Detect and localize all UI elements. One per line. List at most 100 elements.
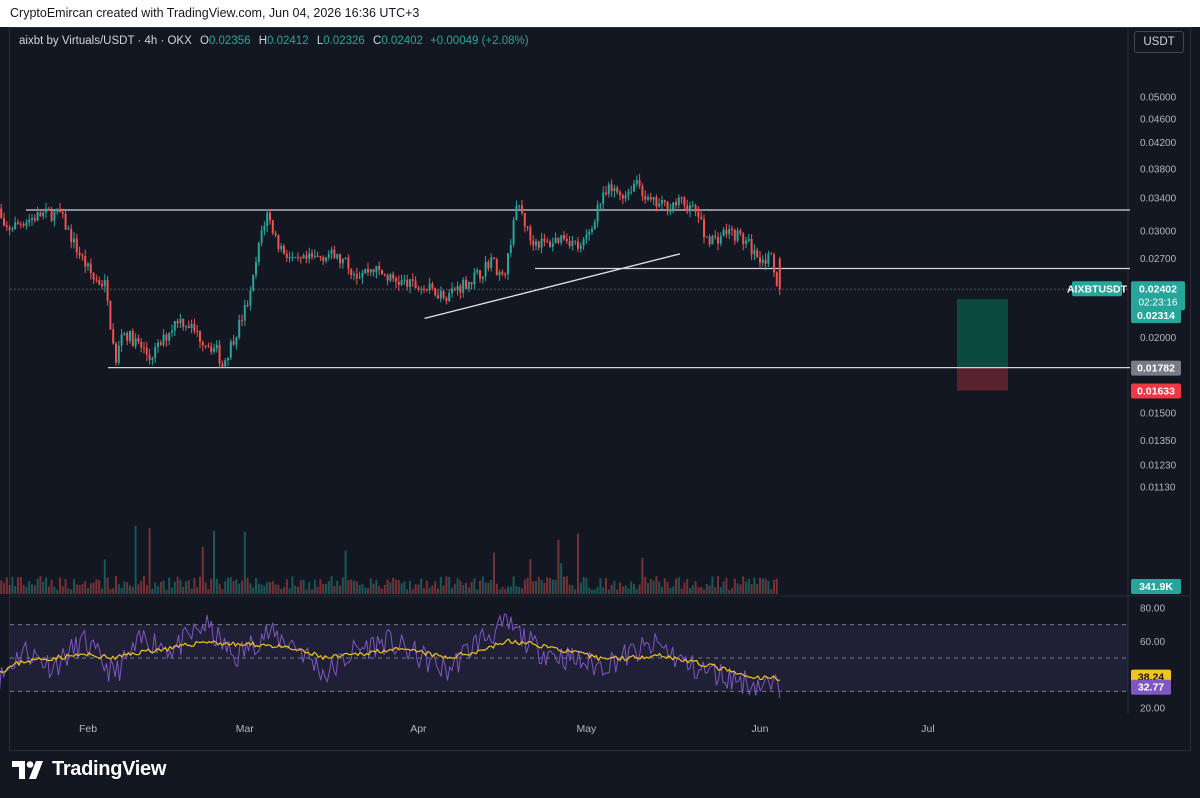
candle-body <box>42 212 45 217</box>
candle-body <box>451 288 453 294</box>
volume-bar <box>767 580 770 594</box>
candle-body <box>263 225 266 231</box>
candle-body <box>47 208 50 211</box>
candle-body <box>543 238 546 242</box>
volume-bar <box>207 589 210 594</box>
candle-body <box>294 257 297 259</box>
candle-body <box>218 344 221 364</box>
volume-bar <box>375 579 378 594</box>
candle-body <box>549 241 551 247</box>
candle-body <box>162 334 165 345</box>
candle-body <box>700 216 703 219</box>
volume-bar <box>73 579 75 594</box>
position-stop-zone <box>957 367 1008 391</box>
target-price-label-bg <box>1131 308 1181 324</box>
volume-bar <box>448 577 451 594</box>
candle-body <box>372 269 375 273</box>
volume-bar <box>25 586 28 594</box>
candle-body <box>557 237 560 243</box>
volume-bar <box>257 583 260 594</box>
candle-body <box>773 254 775 273</box>
candle-body <box>193 323 196 331</box>
volume-bar <box>3 582 5 594</box>
currency-button[interactable]: USDT <box>1134 31 1184 53</box>
volume-bar <box>635 589 638 594</box>
candle-body <box>285 253 288 258</box>
volume-bar <box>694 581 697 594</box>
candles-group <box>0 173 781 368</box>
candle-body <box>5 225 8 228</box>
volume-bar <box>532 581 535 594</box>
volume-bar <box>417 584 420 594</box>
volume-bar <box>770 589 773 594</box>
candle-body <box>173 320 176 331</box>
candle-body <box>736 230 739 241</box>
volume-bar <box>697 587 700 594</box>
volume-bar <box>221 589 224 594</box>
candle-body <box>677 197 680 206</box>
candle-body <box>347 257 350 270</box>
candle-body <box>585 234 588 240</box>
volume-bar <box>171 587 173 594</box>
candle-body <box>171 330 173 333</box>
candle-body <box>661 200 663 204</box>
candle-body <box>257 242 260 263</box>
volume-bar <box>775 578 778 594</box>
candle-body <box>224 360 227 367</box>
volume-bar <box>733 578 736 594</box>
candle-body <box>344 257 347 259</box>
candle-body <box>333 249 336 259</box>
volume-bar <box>196 587 199 594</box>
candle-body <box>669 209 672 212</box>
volume-bar <box>630 581 633 594</box>
volume-bar <box>423 588 425 594</box>
volume-bar <box>22 584 25 594</box>
candle-body <box>319 256 322 258</box>
volume-bar <box>327 581 330 594</box>
candle-body <box>221 363 224 367</box>
candle-body <box>3 218 5 226</box>
volume-bar <box>316 586 319 594</box>
candle-body <box>120 334 123 346</box>
candle-body <box>703 218 705 238</box>
candle-body <box>742 233 745 244</box>
y-tick-label: 0.02000 <box>1140 333 1177 344</box>
volume-bar <box>106 577 109 594</box>
volume-bar <box>535 580 537 594</box>
volume-bar <box>241 580 243 594</box>
candle-body <box>117 345 120 363</box>
volume-bar <box>571 585 574 594</box>
candle-body <box>297 257 299 259</box>
volume-bar <box>129 585 131 594</box>
candle-body <box>761 259 764 263</box>
candle-body <box>322 257 325 261</box>
volume-bar <box>568 584 571 594</box>
volume-bar <box>115 576 117 594</box>
candle-body <box>554 237 557 244</box>
volume-bar <box>344 550 347 594</box>
volume-bar <box>761 578 764 594</box>
candle-body <box>722 229 725 237</box>
volume-bar <box>369 578 372 594</box>
volume-bar <box>235 579 238 594</box>
candle-body <box>213 348 215 352</box>
volume-bar <box>70 589 73 594</box>
volume-bar <box>675 578 677 594</box>
candle-body <box>750 238 753 255</box>
candle-body <box>652 197 655 200</box>
volume-bar <box>453 584 456 594</box>
volume-bar <box>201 546 204 594</box>
candle-body <box>470 282 473 285</box>
candle-body <box>507 253 509 275</box>
candle-body <box>675 202 677 206</box>
candle-body <box>607 184 610 195</box>
volume-bar <box>355 581 358 594</box>
volume-bar <box>420 578 423 594</box>
candle-body <box>605 192 607 195</box>
volume-bar <box>204 582 207 594</box>
candle-body <box>571 240 574 247</box>
volume-bar <box>490 579 493 594</box>
volume-bar <box>19 577 22 594</box>
volume-bar <box>425 580 428 594</box>
